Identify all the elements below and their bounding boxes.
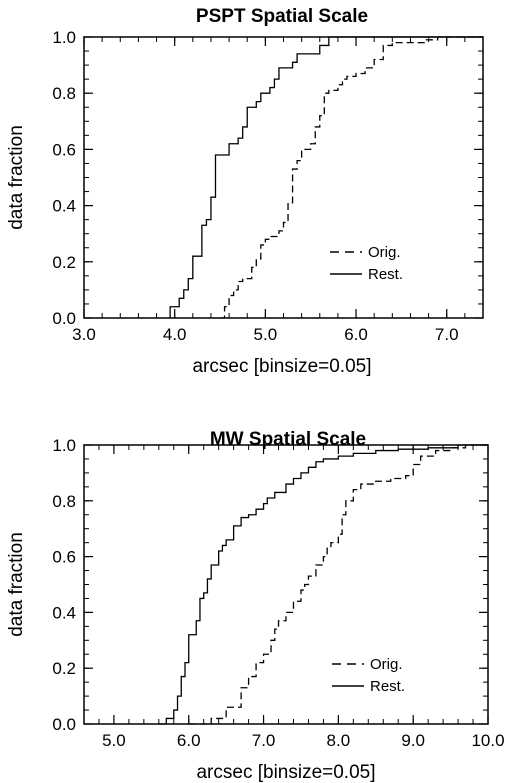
series-lines: [158, 444, 488, 725]
x-tick-label: 5.0: [102, 731, 126, 750]
axes: 3.0 4.0 5.0 6.0 7.0 0.0 0.2 0.4 0.6 0.8 1.0: [52, 28, 484, 344]
y-tick-label: 1.0: [52, 436, 76, 455]
plot-frame: [83, 36, 484, 319]
legend-label: Orig.: [368, 244, 401, 261]
axes: 5.0 6.0 7.0 8.0 9.0 10.0 0.0 0.2 0.4 0.6 0.8 1.0: [52, 436, 504, 750]
y-tick-label: 0.8: [52, 492, 76, 511]
legend-label: Rest.: [368, 266, 403, 283]
x-tick-label: 9.0: [401, 731, 425, 750]
x-tick-label: 4.0: [163, 325, 187, 344]
chart-mw: MW Spatial Scale arcsec [binsize=0.05] d…: [6, 429, 505, 783]
y-tick-label: 0.4: [52, 603, 76, 622]
y-tick-label: 0.6: [52, 548, 76, 567]
x-axis-label: arcsec [binsize=0.05]: [192, 356, 371, 377]
y-tick-label: 0.2: [52, 253, 76, 272]
series-lines: [169, 36, 483, 319]
legend-label: Rest.: [370, 678, 405, 695]
series-line-orig: [220, 36, 483, 319]
series-line-orig: [188, 444, 488, 725]
y-tick-label: 0.0: [52, 715, 76, 734]
x-tick-label: 3.0: [72, 325, 96, 344]
x-tick-label: 7.0: [252, 731, 276, 750]
x-tick-label: 6.0: [177, 731, 201, 750]
chart-pspt: PSPT Spatial Scale arcsec [binsize=0.05]…: [6, 6, 484, 377]
series-line-rest: [169, 36, 483, 318]
legend-label: Orig.: [370, 656, 403, 673]
y-tick-label: 1.0: [52, 28, 76, 47]
y-tick-label: 0.0: [52, 309, 76, 328]
y-tick-label: 0.8: [52, 84, 76, 103]
y-axis-label: data fraction: [6, 532, 27, 637]
x-tick-label: 7.0: [435, 325, 459, 344]
x-tick-label: 10.0: [471, 731, 504, 750]
y-tick-label: 0.2: [52, 659, 76, 678]
y-tick-label: 0.4: [52, 197, 76, 216]
x-tick-label: 8.0: [327, 731, 351, 750]
series-line-rest: [158, 444, 488, 725]
legend: Orig. Rest.: [330, 244, 403, 283]
chart-title: PSPT Spatial Scale: [196, 6, 368, 27]
x-tick-label: 6.0: [344, 325, 368, 344]
x-axis-label: arcsec [binsize=0.05]: [196, 762, 375, 783]
y-axis-label: data fraction: [6, 125, 27, 230]
legend: Orig. Rest.: [332, 656, 405, 695]
y-tick-label: 0.6: [52, 140, 76, 159]
x-tick-label: 5.0: [254, 325, 278, 344]
